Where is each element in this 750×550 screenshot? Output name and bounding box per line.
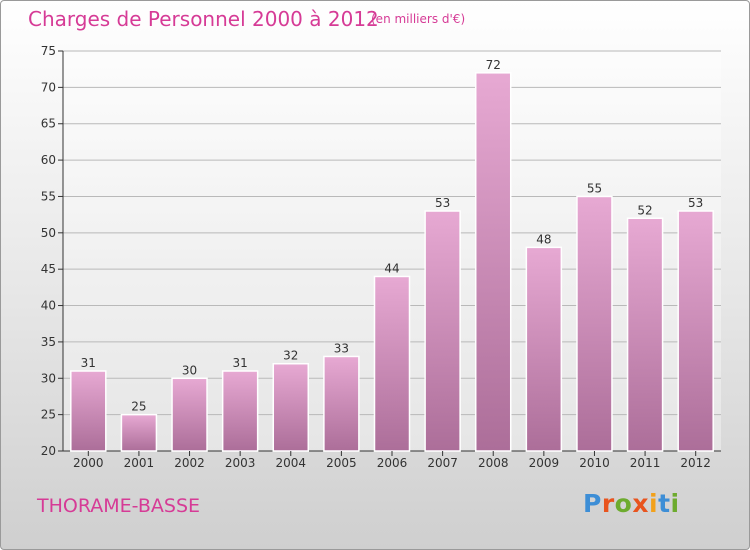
- x-tick-label: 2012: [680, 456, 711, 470]
- logo-letter: P: [583, 489, 602, 518]
- x-tick-label: 2010: [579, 456, 610, 470]
- x-tick-label: 2005: [326, 456, 357, 470]
- x-tick-label: 2002: [174, 456, 205, 470]
- bar-value-label: 53: [688, 196, 703, 210]
- y-tick-label: 60: [41, 153, 56, 167]
- bar: [474, 72, 512, 452]
- bar: [373, 275, 411, 452]
- x-tick-label: 2007: [427, 456, 458, 470]
- logo-letter: r: [601, 489, 615, 518]
- y-tick-label: 70: [41, 80, 56, 94]
- bar: [221, 370, 259, 452]
- y-tick-label: 75: [41, 44, 56, 58]
- bar: [171, 377, 208, 452]
- y-tick-label: 40: [41, 299, 56, 313]
- bar-value-label: 25: [131, 400, 146, 414]
- bar-value-label: 31: [233, 356, 248, 370]
- x-tick-label: 2006: [377, 456, 408, 470]
- bar-value-label: 52: [637, 203, 652, 217]
- bar-value-label: 55: [587, 181, 602, 195]
- bar-value-label: 72: [486, 58, 501, 72]
- logo-letter: x: [632, 489, 649, 518]
- bar: [424, 210, 461, 452]
- y-tick-label: 25: [41, 408, 56, 422]
- bar-value-label: 48: [536, 232, 551, 246]
- bar: [525, 246, 563, 452]
- bar: [323, 355, 360, 452]
- logo-letter: i: [670, 489, 680, 518]
- chart-subtitle: (en milliers d'€): [371, 12, 466, 26]
- x-tick-label: 2000: [73, 456, 104, 470]
- proxiti-logo[interactable]: Proxiti: [583, 489, 680, 518]
- y-tick-label: 65: [41, 117, 56, 131]
- commune-name: THORAME-BASSE: [37, 495, 201, 517]
- bar-value-label: 30: [182, 363, 197, 377]
- bar-value-label: 31: [81, 356, 96, 370]
- bar-value-label: 33: [334, 341, 349, 355]
- y-tick-label: 30: [41, 371, 56, 385]
- x-tick-label: 2008: [478, 456, 509, 470]
- bar: [70, 370, 107, 452]
- y-tick-label: 50: [41, 226, 56, 240]
- x-tick-label: 2001: [124, 456, 155, 470]
- bar: [626, 217, 664, 452]
- bar: [576, 195, 613, 452]
- bar: [272, 362, 310, 452]
- bar-value-label: 53: [435, 196, 450, 210]
- y-tick-label: 55: [41, 189, 56, 203]
- y-tick-label: 35: [41, 335, 56, 349]
- x-tick-label: 2011: [630, 456, 661, 470]
- bar-value-label: 32: [283, 349, 298, 363]
- y-tick-label: 45: [41, 262, 56, 276]
- bar: [120, 413, 158, 452]
- logo-letter: t: [658, 489, 671, 518]
- bar-value-label: 44: [384, 261, 399, 275]
- logo-letter: o: [614, 489, 633, 518]
- y-tick-label: 20: [41, 444, 56, 458]
- bar: [677, 210, 714, 452]
- chart-title: Charges de Personnel 2000 à 2012: [28, 7, 379, 31]
- x-tick-label: 2003: [225, 456, 256, 470]
- x-tick-label: 2004: [275, 456, 306, 470]
- logo-letter: i: [649, 489, 659, 518]
- x-tick-label: 2009: [529, 456, 560, 470]
